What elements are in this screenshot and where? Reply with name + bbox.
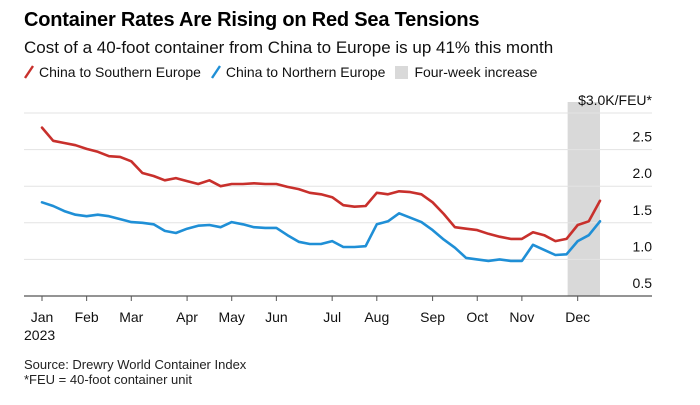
legend-box-icon — [395, 65, 409, 79]
source-text: Source: Drewry World Container Index — [24, 357, 247, 372]
legend-label: Four-week increase — [414, 64, 538, 80]
legend-item-four-week-increase: Four-week increase — [395, 64, 537, 80]
x-tick-label: Nov — [509, 309, 534, 325]
legend-label: China to Northern Europe — [225, 64, 386, 80]
shaded-region-four-week-increase — [567, 102, 600, 296]
legend: China to Southern Europe China to Northe… — [24, 64, 547, 80]
y-axis-unit-label: $3.0K/FEU* — [578, 92, 652, 108]
series-line-northern-europe — [40, 201, 602, 263]
x-tick-label: Oct — [466, 309, 488, 325]
y-tick-label: 0.5 — [633, 275, 653, 291]
legend-line-icon-red — [24, 65, 34, 79]
x-tick-label: Jan — [31, 309, 54, 325]
x-tick-sublabel: 2023 — [24, 327, 55, 343]
legend-item-southern-europe: China to Southern Europe — [24, 64, 201, 80]
legend-line-icon-blue — [210, 65, 221, 79]
x-tick-label: Jun — [265, 309, 288, 325]
legend-item-northern-europe: China to Northern Europe — [210, 64, 386, 80]
y-tick-label: 2.5 — [633, 129, 653, 145]
series-line-southern-europe — [40, 126, 602, 243]
x-tick-label: Sep — [420, 309, 445, 325]
x-tick-label: May — [218, 309, 244, 325]
chart-subtitle: Cost of a 40-foot container from China t… — [24, 38, 554, 57]
y-tick-label: 2.0 — [633, 165, 653, 181]
legend-label: China to Southern Europe — [39, 64, 201, 80]
y-tick-label: 1.5 — [633, 202, 653, 218]
chart-title: Container Rates Are Rising on Red Sea Te… — [24, 9, 480, 31]
x-tick-label: Jul — [323, 309, 341, 325]
source-note: Source: Drewry World Container Index *FE… — [24, 357, 246, 387]
x-tick-label: Dec — [565, 309, 590, 325]
y-tick-label: 1.0 — [633, 238, 653, 254]
x-tick-label: Apr — [176, 309, 198, 325]
x-tick-label: Mar — [119, 309, 143, 325]
footnote-text: *FEU = 40-foot container unit — [24, 372, 193, 387]
x-tick-label: Feb — [75, 309, 99, 325]
x-tick-label: Aug — [364, 309, 389, 325]
